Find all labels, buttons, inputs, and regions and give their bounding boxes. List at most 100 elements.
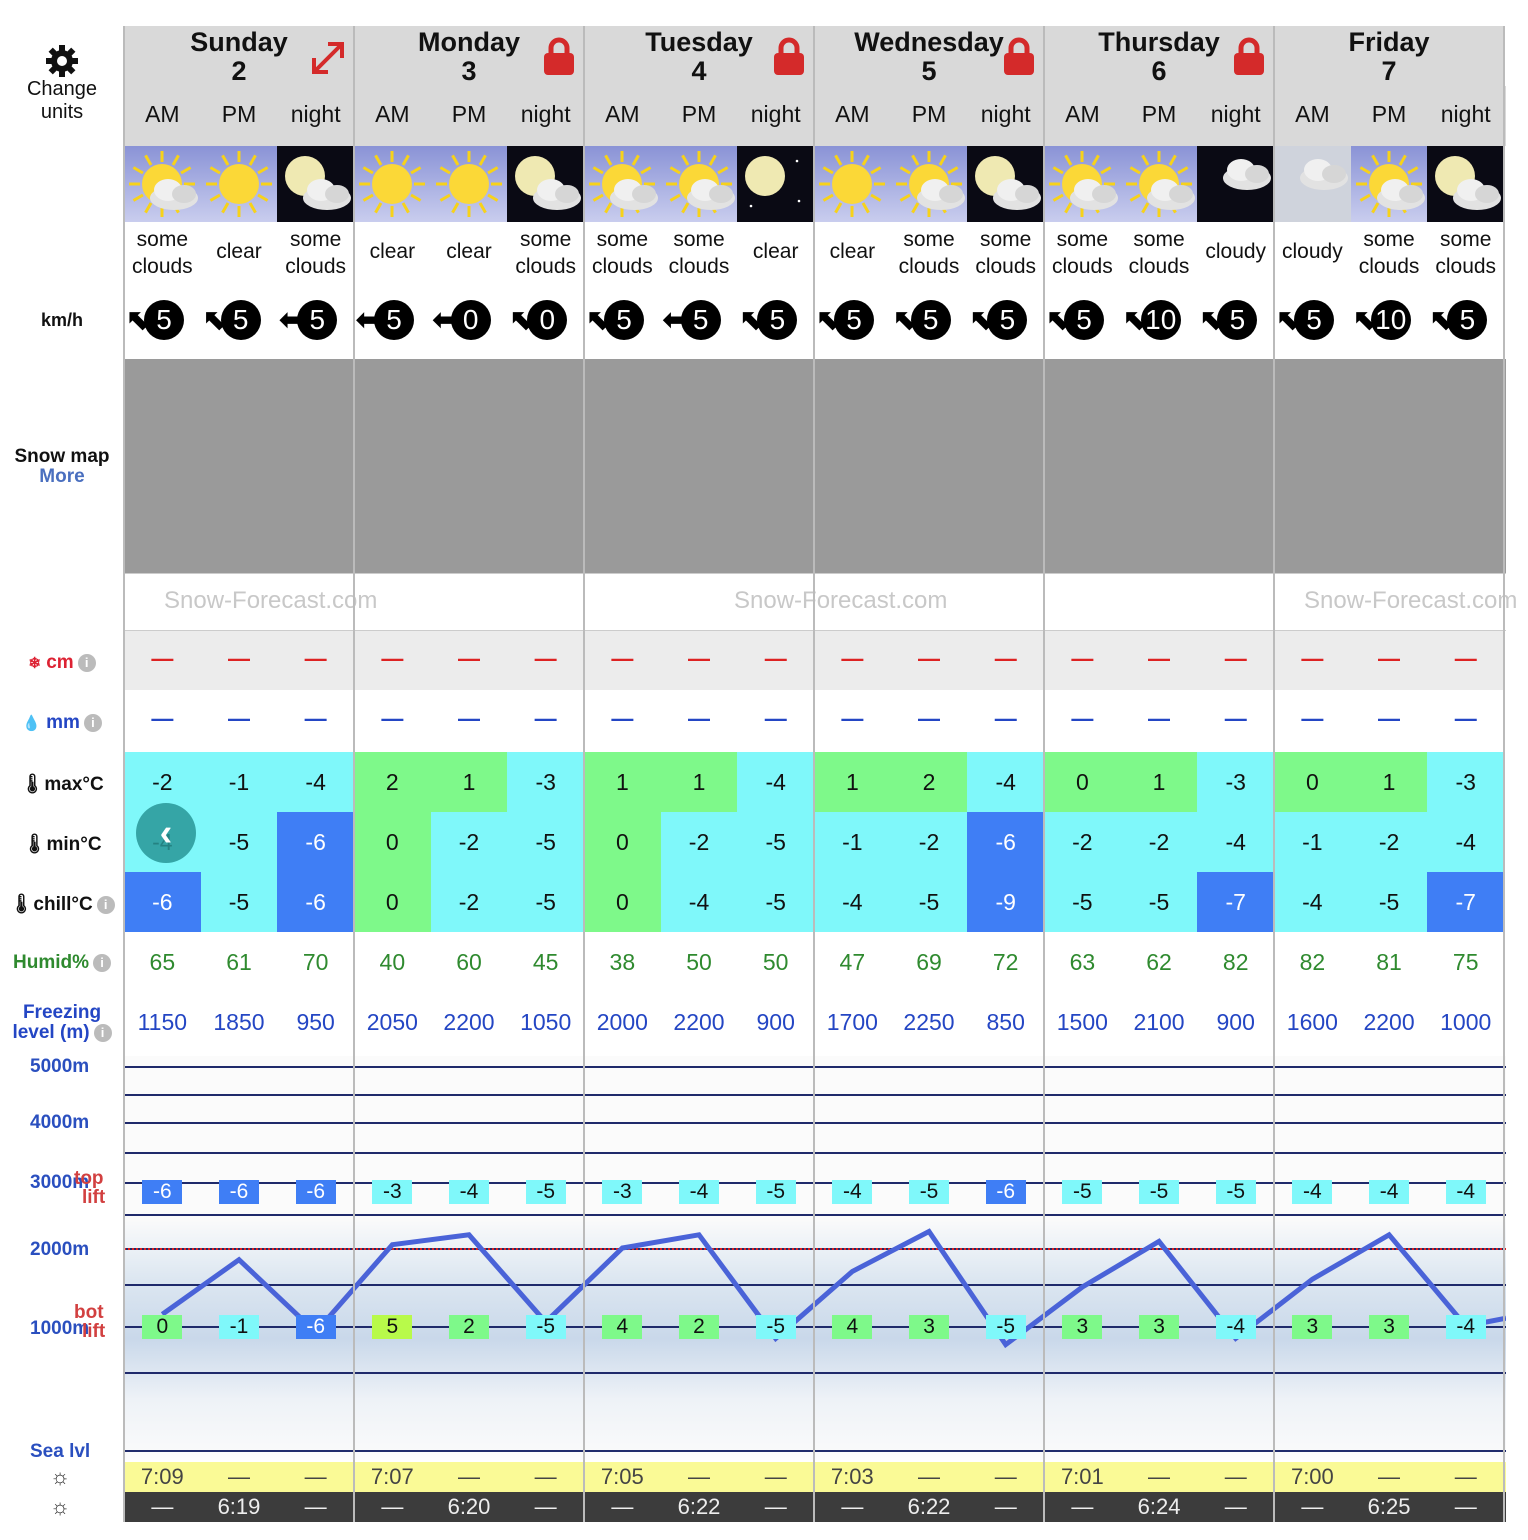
freezing-level-line [160, 1228, 1506, 1349]
snow-value [124, 630, 201, 690]
bot-lift-temp: 0 [142, 1315, 183, 1339]
info-icon[interactable]: i [93, 1023, 112, 1042]
sunrise-time: — [994, 1464, 1017, 1489]
day-separator [353, 26, 355, 1522]
max-temp-value: 0 [1044, 752, 1121, 812]
sunset-time: — [1224, 1494, 1247, 1519]
info-icon[interactable]: i [96, 895, 115, 914]
snow-cm-value: — [227, 646, 250, 671]
humidity-value: 82 [1299, 949, 1326, 975]
humidity-value: 65 [149, 949, 176, 975]
some-clouds-sun-icon [124, 146, 201, 222]
lock-icon[interactable] [1002, 36, 1036, 76]
sunset-time: — [1301, 1494, 1324, 1519]
top-lift-temp: -4 [1445, 1180, 1486, 1204]
bot-lift-temp: 3 [1292, 1315, 1333, 1339]
sunrise-time: — [1378, 1464, 1401, 1489]
some-clouds-sun-icon [1350, 146, 1428, 222]
snow-value [1044, 630, 1121, 690]
bot-lift-temp: -5 [755, 1315, 796, 1339]
scroll-back-button[interactable]: ‹ [136, 803, 196, 863]
wind-arrow-icon: ⬉ [126, 304, 150, 335]
altitude-gridline [124, 1122, 1506, 1124]
clear-moon-icon [737, 146, 815, 222]
top-lift-temp: -4 [1292, 1180, 1333, 1204]
humidity-value: 47 [839, 949, 866, 975]
wind-badge: 5 [1447, 300, 1488, 340]
humidity-value: 72 [992, 949, 1019, 975]
info-icon[interactable]: i [93, 953, 111, 972]
thermometer-icon: 🌡 [20, 774, 45, 795]
max-temp-value: 1 [430, 752, 508, 812]
snow-value [814, 630, 891, 690]
snow-cm-value: — [151, 646, 174, 671]
wind-arrow-icon: ⬉ [1276, 304, 1300, 335]
humidity-value: 45 [532, 949, 559, 975]
top-lift-label-2: lift [82, 1187, 106, 1208]
info-icon[interactable]: i [83, 713, 102, 732]
wind-arrow-icon: ⬉ [1352, 304, 1377, 335]
some-clouds-moon-icon [1427, 146, 1505, 222]
wind-badge: 5 [220, 300, 261, 340]
wind-badge: 5 [987, 300, 1028, 340]
snow-cm-value: — [688, 646, 711, 671]
snow-cm-value: — [381, 646, 404, 671]
day-date: 6 [1151, 56, 1167, 86]
wind-badge: 5 [680, 300, 721, 340]
chill-temp-value: -5 [890, 872, 968, 932]
lock-icon[interactable] [542, 36, 576, 76]
snow-cm-value: — [458, 646, 480, 671]
rain-mm-value: — [1378, 706, 1401, 731]
bot-lift-label-1: bot [74, 1302, 104, 1323]
wind-arrow-icon: ⬉ [1122, 304, 1147, 335]
expand-icon[interactable] [310, 40, 346, 76]
snow-cm-value: — [1224, 646, 1247, 671]
snow-value [660, 630, 738, 690]
bot-lift-temp: 5 [372, 1315, 413, 1339]
lock-icon[interactable] [772, 36, 806, 76]
change-units-button[interactable]: Change units [0, 44, 124, 124]
sunset-time: — [381, 1494, 404, 1519]
snow-value [430, 630, 508, 690]
altitude-gridline [124, 1066, 1506, 1068]
weather-text: some clouds [1052, 228, 1113, 278]
bot-lift-temp: 2 [679, 1315, 720, 1339]
wind-badge: 10 [1370, 300, 1411, 340]
wind-arrow-icon: ⬉ [739, 304, 763, 335]
max-temp-label: 🌡max°C [20, 774, 104, 795]
wind-badge: 5 [834, 300, 875, 340]
snow-cm-value: — [534, 646, 557, 671]
min-temp-value: -6 [967, 812, 1045, 872]
lock-icon[interactable] [1232, 36, 1266, 76]
info-icon[interactable]: i [77, 653, 96, 672]
max-temp-value: 1 [660, 752, 738, 812]
rain-mm-value: — [1071, 706, 1094, 731]
min-temp-value: -2 [660, 812, 738, 872]
snow-map-more-link[interactable]: More [39, 466, 85, 487]
rain-mm-value: — [841, 706, 864, 731]
chill-temp-value: -5 [507, 872, 584, 932]
weather-text: some clouds [285, 228, 346, 278]
clear-sun-icon [354, 146, 431, 222]
weather-text: some clouds [1358, 228, 1420, 278]
humidity-value: 40 [379, 949, 406, 975]
weather-text: some clouds [975, 228, 1037, 278]
freezing-level-value: 2100 [1133, 1009, 1185, 1035]
sunset-time: 6:20 [447, 1494, 491, 1519]
period-label: AM [605, 101, 640, 127]
max-temp-value: 1 [1350, 752, 1428, 812]
snow-map-label: Snow map [14, 446, 110, 467]
day-date: 5 [921, 56, 937, 86]
rain-mm-value: — [227, 706, 250, 731]
bot-lift-temp: 4 [832, 1315, 873, 1339]
change-units-label: Change units [26, 78, 98, 123]
weather-text: some clouds [1435, 228, 1497, 278]
top-lift-temp: -6 [295, 1180, 336, 1204]
bot-lift-temp: 3 [1369, 1315, 1410, 1339]
humidity-value: 50 [762, 949, 789, 975]
snow-value [277, 630, 354, 690]
sunset-time: — [151, 1494, 174, 1519]
chill-temp-value: -6 [277, 872, 354, 932]
wind-badge: 5 [757, 300, 798, 340]
altitude-gridline [124, 1152, 1506, 1154]
